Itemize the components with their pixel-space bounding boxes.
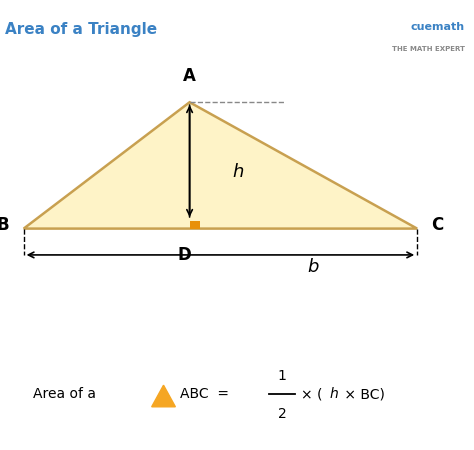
Polygon shape (24, 102, 417, 229)
Text: 1: 1 (278, 369, 286, 383)
Text: A: A (183, 67, 196, 85)
Polygon shape (152, 385, 175, 407)
Text: Area of a Triangle: Area of a Triangle (5, 22, 157, 36)
Text: × BC): × BC) (340, 387, 385, 401)
Text: C: C (431, 216, 444, 234)
Bar (190, 221, 200, 229)
Text: cuemath: cuemath (410, 22, 465, 32)
Text: × (: × ( (301, 387, 327, 401)
Text: b: b (307, 258, 319, 276)
Text: h: h (232, 163, 244, 181)
Text: Area of a: Area of a (33, 387, 96, 401)
Text: 2: 2 (278, 407, 286, 421)
Text: h: h (329, 387, 338, 401)
Text: ABC  =: ABC = (180, 387, 229, 401)
Text: B: B (0, 216, 9, 234)
Text: THE MATH EXPERT: THE MATH EXPERT (392, 46, 465, 52)
Text: D: D (178, 246, 192, 264)
